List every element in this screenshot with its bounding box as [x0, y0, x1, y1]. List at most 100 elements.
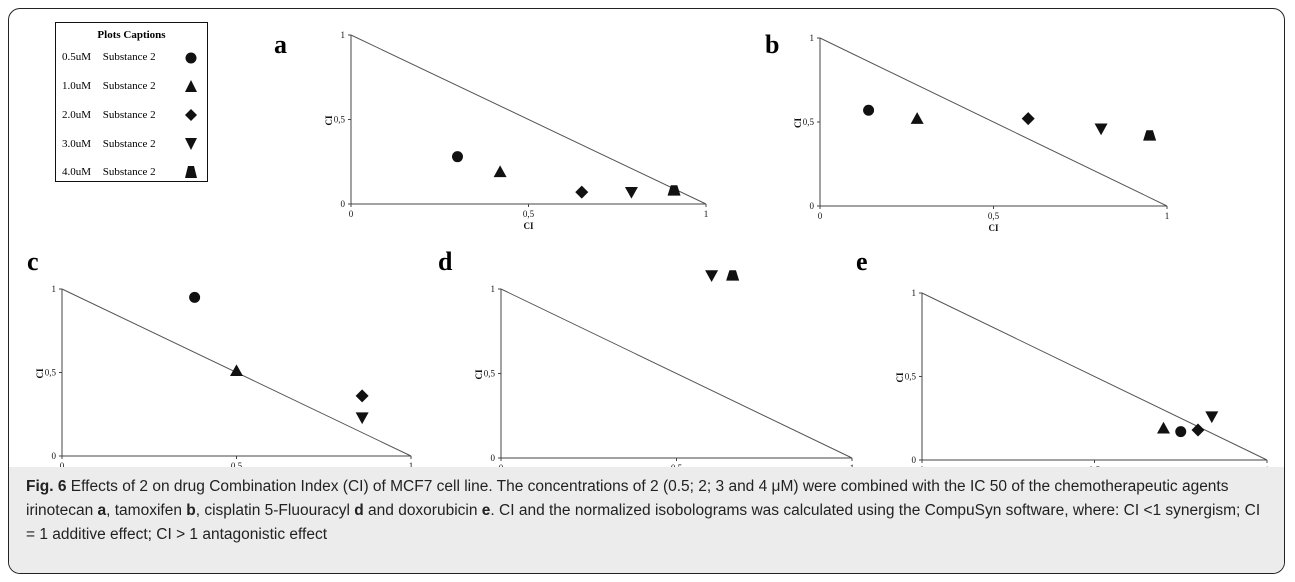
y-tick-label: 0 [810, 201, 815, 211]
caption-text: Effects of 2 on drug Combination Index (… [26, 478, 1229, 519]
x-tick-label: 1 [409, 461, 414, 470]
x-tick-label: 0 [349, 209, 354, 219]
caption-panel-ref: a [97, 502, 107, 519]
legend-item-label: Substance 2 [102, 80, 156, 92]
x-tick-label: 1 [1165, 211, 1170, 221]
y-axis-title: CI [895, 372, 905, 382]
y-tick-label: 1 [810, 33, 815, 43]
y-axis-title: CI [324, 115, 334, 125]
y-axis-title: CI [35, 368, 45, 378]
y-axis-title: CI [474, 369, 484, 379]
legend-item-concentration: 0.5uM [62, 51, 92, 63]
marker-triangle-down [1205, 411, 1219, 424]
marker-triangle-down [1094, 123, 1108, 136]
additivity-line [921, 292, 1268, 461]
caption-text: and doxorubicin [363, 502, 482, 519]
trapezoid-marker-icon [185, 166, 197, 178]
isobologram-charts: 0 0,5 1 0 0,5 1 CI CI 0 0,5 1 0 0,5 1 CI CI 0 0,5 1 0 0,5 1 CI… [35, 30, 1269, 470]
y-tick-label: 1 [912, 288, 917, 298]
triangle-up-marker-icon [185, 80, 197, 92]
marker-trapezoid [1143, 130, 1157, 141]
legend-item-label: Substance 2 [102, 109, 156, 121]
legend-item-label: Substance 2 [102, 166, 156, 178]
panel-label-c: c [27, 247, 39, 276]
legend-item-concentration: 4.0uM [62, 166, 92, 178]
additivity-line [819, 37, 1168, 207]
x-axis-title: CI [988, 223, 998, 233]
legend-item-concentration: 3.0uM [62, 138, 92, 150]
legend-title: Plots Captions [97, 29, 166, 41]
x-tick-label: 0,5 [988, 211, 1000, 221]
panel-label-d: d [438, 247, 453, 276]
caption-text: , tamoxifen [106, 502, 187, 519]
y-tick-label: 0 [52, 451, 57, 461]
marker-diamond [1191, 423, 1205, 437]
legend-item-label: Substance 2 [102, 138, 156, 150]
diamond-marker-icon [185, 109, 197, 121]
legend-item: 3.0uM Substance 2 [62, 138, 156, 150]
figure-caption: Fig. 6 Effects of 2 on drug Combination … [26, 475, 1266, 547]
caption-text: . CI and the normalized isobolograms was… [26, 502, 1261, 543]
y-tick-label: 0,5 [803, 117, 815, 127]
marker-triangle-down [355, 412, 369, 425]
x-tick-label: 0,5 [231, 461, 243, 470]
marker-diamond [1021, 112, 1035, 126]
x-tick-label: 1 [704, 209, 709, 219]
y-tick-label: 0,5 [45, 368, 57, 378]
y-tick-label: 1 [52, 284, 57, 294]
legend-item-label: Substance 2 [102, 51, 156, 63]
x-tick-label: 0 [60, 461, 65, 470]
panel-label-e: e [856, 247, 868, 276]
y-tick-label: 0 [341, 199, 346, 209]
legend-item: 4.0uM Substance 2 [62, 166, 156, 178]
y-tick-label: 0 [912, 455, 917, 465]
marker-circle [1175, 426, 1187, 438]
y-tick-label: 0 [491, 453, 496, 463]
marker-trapezoid [667, 185, 681, 196]
panel-label-b: b [765, 30, 780, 59]
caption-panel-ref: d [354, 502, 364, 519]
x-tick-label: 1 [850, 463, 855, 470]
chart-panel-a: 0 0,5 1 0 0,5 1 CI CI [324, 30, 708, 231]
chart-panel-b: 0 0,5 1 0 0,5 1 CI CI [793, 33, 1169, 233]
caption-panel-ref: b [186, 502, 196, 519]
additivity-line [350, 34, 707, 205]
caption-band [9, 467, 1284, 573]
additivity-line [500, 288, 853, 459]
marker-trapezoid [726, 270, 740, 281]
marker-triangle-up [230, 364, 243, 377]
legend-item-concentration: 1.0uM [62, 80, 92, 92]
marker-triangle-down [705, 270, 719, 282]
caption-body: Effects of 2 on drug Combination Index (… [26, 478, 1260, 543]
marker-circle [863, 104, 875, 116]
marker-triangle-up [910, 112, 924, 124]
x-tick-label: 0 [818, 211, 823, 221]
caption-text: , cisplatin 5-Fluouracyl [195, 502, 355, 519]
y-tick-label: 0,5 [905, 372, 917, 382]
x-axis-title: CI [523, 221, 533, 231]
caption-figure-label: Fig. 6 [26, 478, 67, 495]
legend-item: 1.0uM Substance 2 [62, 80, 156, 92]
marker-diamond [575, 185, 589, 199]
circle-marker-icon [185, 52, 197, 64]
triangle-down-marker-icon [185, 138, 197, 150]
legend-item: 2.0uM Substance 2 [62, 109, 156, 121]
legend: Plots Captions 0.5uM Substance 2 1.0uM S… [55, 22, 208, 182]
marker-triangle-up [1157, 421, 1170, 434]
y-tick-label: 0,5 [334, 115, 346, 125]
marker-triangle-up [493, 165, 507, 178]
legend-item: 0.5uM Substance 2 [62, 51, 156, 63]
caption-panel-ref: e [481, 502, 491, 519]
x-tick-label: 0 [499, 463, 504, 470]
panel-label-a: a [274, 30, 287, 59]
marker-diamond [355, 389, 369, 403]
x-tick-label: 0,5 [523, 209, 535, 219]
legend-item-concentration: 2.0uM [62, 109, 92, 121]
x-tick-label: 0,5 [671, 463, 683, 470]
y-tick-label: 0,5 [484, 369, 496, 379]
y-tick-label: 1 [491, 284, 496, 294]
marker-circle [189, 291, 201, 303]
